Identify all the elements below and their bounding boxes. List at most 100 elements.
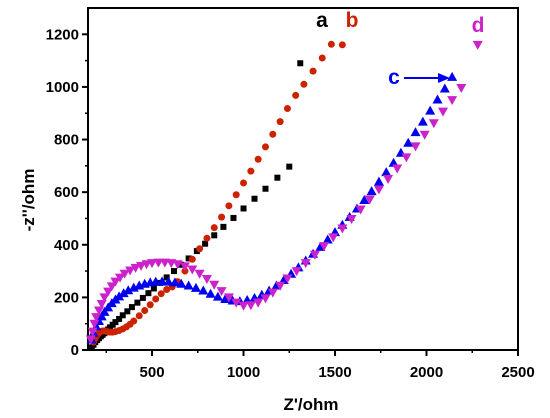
data-point-d xyxy=(447,96,458,106)
data-point-b xyxy=(152,295,160,303)
data-point-c xyxy=(123,285,134,295)
data-point-d xyxy=(187,265,198,275)
data-point-c xyxy=(220,293,231,303)
data-point-a xyxy=(185,255,192,262)
data-point-d xyxy=(392,164,403,174)
y-tick-label: 400 xyxy=(54,237,79,254)
series-label-c: c xyxy=(388,66,400,89)
y-tick-label: 800 xyxy=(54,132,79,149)
data-point-b xyxy=(300,80,308,88)
data-point-c xyxy=(278,275,289,285)
data-point-d xyxy=(115,273,126,283)
data-point-b xyxy=(163,285,171,293)
y-tick-label: 1200 xyxy=(46,26,79,43)
data-point-d xyxy=(309,250,320,260)
y-tick-label: 200 xyxy=(54,289,79,306)
data-point-c xyxy=(425,105,436,115)
data-point-b xyxy=(247,167,255,175)
data-point-b xyxy=(309,67,317,75)
annotation-layer: a b d c xyxy=(316,9,484,89)
data-point-b xyxy=(327,40,335,48)
data-point-a xyxy=(193,248,200,255)
series-a xyxy=(88,60,304,351)
series-b xyxy=(89,40,346,346)
data-point-a xyxy=(171,268,177,275)
data-point-d xyxy=(99,293,110,303)
data-point-d xyxy=(373,185,384,195)
data-point-a xyxy=(230,214,237,221)
data-point-a xyxy=(211,232,218,239)
data-point-d xyxy=(179,262,190,272)
data-point-b xyxy=(218,213,226,221)
data-point-d xyxy=(96,299,107,309)
arrow-head xyxy=(438,73,450,83)
x-tick-label: 500 xyxy=(140,364,165,381)
data-point-b xyxy=(188,255,196,263)
data-point-d xyxy=(231,298,242,308)
data-point-d xyxy=(209,280,220,290)
y-axis-title: -z''/ohm xyxy=(19,169,38,232)
data-point-b xyxy=(203,234,211,242)
data-point-c xyxy=(410,127,421,137)
x-tick-label: 2500 xyxy=(501,364,534,381)
y-axis-ticks: 0 200 400 600 800 1000 1200 xyxy=(46,26,88,359)
data-point-d xyxy=(194,269,205,279)
data-point-d xyxy=(337,224,348,234)
data-point-b xyxy=(318,54,326,62)
plot-border xyxy=(87,7,519,351)
data-point-d xyxy=(119,269,130,279)
data-point-d xyxy=(472,40,483,50)
data-point-a xyxy=(178,261,185,268)
data-point-d xyxy=(355,205,366,215)
data-point-c xyxy=(381,167,392,177)
data-point-d xyxy=(253,298,264,308)
data-point-d xyxy=(153,258,164,268)
plot-frame xyxy=(87,7,519,351)
data-point-d xyxy=(456,83,467,93)
data-point-d xyxy=(130,263,141,273)
data-point-d xyxy=(87,327,98,337)
data-point-b xyxy=(141,307,149,315)
data-point-d xyxy=(428,119,439,129)
data-point-d xyxy=(282,274,293,284)
data-series-layer xyxy=(85,40,483,351)
x-tick-label: 1500 xyxy=(318,364,351,381)
x-tick-label: 2000 xyxy=(410,364,443,381)
y-tick-label: 1000 xyxy=(46,79,79,96)
x-axis-ticks: 500 1000 1500 2000 2500 xyxy=(105,350,535,381)
data-point-b xyxy=(338,41,346,49)
data-point-c xyxy=(439,83,450,93)
data-point-d xyxy=(267,288,278,298)
data-point-b xyxy=(135,312,143,320)
data-point-a xyxy=(119,312,126,319)
data-point-d xyxy=(419,130,430,140)
data-point-b xyxy=(225,202,233,210)
data-point-c xyxy=(118,288,129,298)
data-point-d xyxy=(110,277,121,287)
data-point-a xyxy=(286,163,293,170)
data-point-b xyxy=(146,301,154,309)
data-point-a xyxy=(124,308,131,315)
data-point-d xyxy=(275,281,286,291)
data-point-d xyxy=(383,175,394,184)
data-point-c xyxy=(417,116,428,126)
data-point-d xyxy=(93,306,104,316)
series-c xyxy=(86,71,458,344)
data-point-d xyxy=(437,107,448,117)
data-point-a xyxy=(262,185,269,192)
data-point-d xyxy=(410,142,421,152)
data-point-a xyxy=(116,315,123,322)
data-point-c xyxy=(176,278,187,288)
data-point-a xyxy=(274,174,281,181)
data-point-c xyxy=(169,277,180,287)
data-point-d xyxy=(319,242,330,252)
data-point-b xyxy=(261,143,269,151)
data-point-a xyxy=(220,223,227,230)
data-point-d xyxy=(223,293,234,303)
data-point-c xyxy=(373,176,384,186)
y-tick-label: 0 xyxy=(71,342,79,359)
data-point-d xyxy=(300,259,311,269)
data-point-a xyxy=(163,274,170,281)
data-point-a xyxy=(112,319,119,326)
data-point-d xyxy=(85,335,96,345)
